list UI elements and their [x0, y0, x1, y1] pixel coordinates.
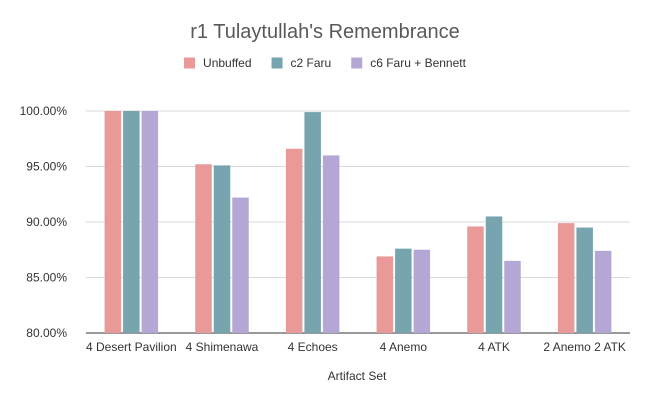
bar-unbuffed-3	[376, 256, 394, 333]
x-tick-label: 4 ATK	[478, 340, 510, 354]
legend-swatch	[184, 57, 196, 69]
x-tick-label: 2 Anemo 2 ATK	[543, 340, 626, 354]
y-tick-label: 100.00%	[20, 104, 68, 118]
legend-label: c2 Faru	[291, 56, 332, 70]
bar-c2-faru-4	[485, 216, 503, 333]
x-axis-ticks: 4 Desert Pavilion 4 Shimenawa 4 Echoes 4 An…	[86, 340, 626, 354]
y-axis-ticks: 80.00% 85.00% 90.00% 95.00% 100.00%	[20, 104, 68, 340]
bar-c2-faru-1	[213, 165, 231, 333]
bar-c6-faru-bennett-3	[413, 249, 431, 333]
bar-c2-faru-5	[576, 227, 593, 333]
legend-label: Unbuffed	[203, 56, 252, 70]
bar-unbuffed-5	[557, 223, 575, 333]
y-tick-label: 80.00%	[26, 326, 67, 340]
bar-c2-faru-3	[395, 248, 412, 333]
bar-unbuffed-4	[467, 226, 484, 333]
legend-item: c2 Faru	[271, 56, 332, 70]
chart-title: r1 Tulaytullah's Remembrance	[190, 21, 460, 43]
bar-unbuffed-0	[104, 111, 122, 333]
legend-swatch	[351, 57, 363, 69]
bar-c2-faru-0	[123, 111, 140, 333]
bar-c6-faru-bennett-0	[141, 111, 159, 333]
x-tick-label: 4 Shimenawa	[186, 340, 259, 354]
legend: Unbuffed c2 Faru c6 Faru + Bennett	[184, 56, 467, 70]
y-tick-label: 85.00%	[26, 271, 67, 285]
x-tick-label: 4 Anemo	[380, 340, 428, 354]
legend-item: c6 Faru + Bennett	[351, 56, 467, 70]
legend-swatch	[271, 57, 283, 69]
x-tick-label: 4 Desert Pavilion	[86, 340, 177, 354]
bar-c6-faru-bennett-5	[594, 250, 612, 333]
x-tick-label: 4 Echoes	[288, 340, 338, 354]
bar-c6-faru-bennett-4	[504, 260, 521, 333]
bar-unbuffed-1	[195, 164, 212, 333]
bar-unbuffed-2	[285, 148, 303, 333]
x-axis-title: Artifact Set	[328, 369, 387, 383]
y-tick-label: 95.00%	[26, 160, 67, 174]
gridlines	[86, 110, 630, 334]
y-tick-label: 90.00%	[26, 215, 67, 229]
bar-c2-faru-2	[304, 112, 321, 333]
bar-c6-faru-bennett-2	[322, 155, 340, 333]
bar-c6-faru-bennett-1	[232, 197, 249, 333]
legend-label: c6 Faru + Bennett	[370, 56, 466, 70]
bars	[104, 111, 612, 333]
legend-item: Unbuffed	[184, 56, 252, 70]
